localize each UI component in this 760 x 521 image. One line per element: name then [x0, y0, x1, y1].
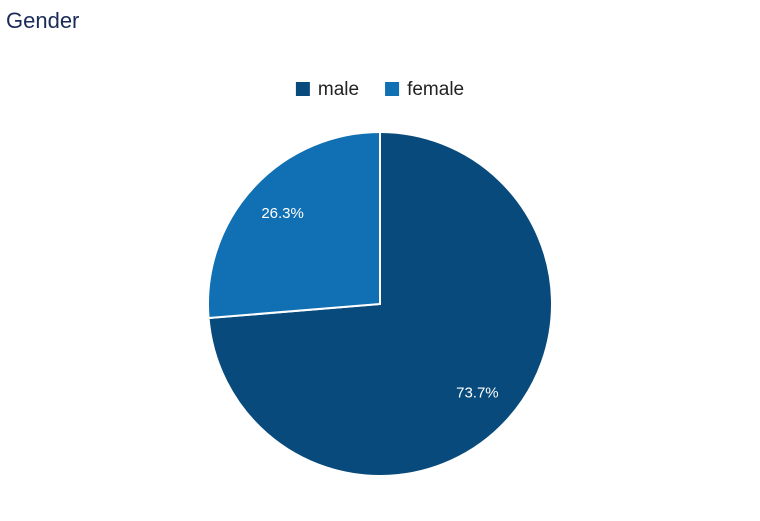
pie-slice: [207, 130, 381, 320]
legend-marker: [295, 82, 310, 96]
chart-title: Gender: [6, 8, 79, 33]
legend-label: female: [407, 79, 464, 100]
legend-marker: [385, 82, 400, 96]
value-label: 26.3%: [261, 205, 304, 222]
legend-label: male: [318, 79, 359, 100]
value-label: 73.7%: [456, 385, 499, 402]
